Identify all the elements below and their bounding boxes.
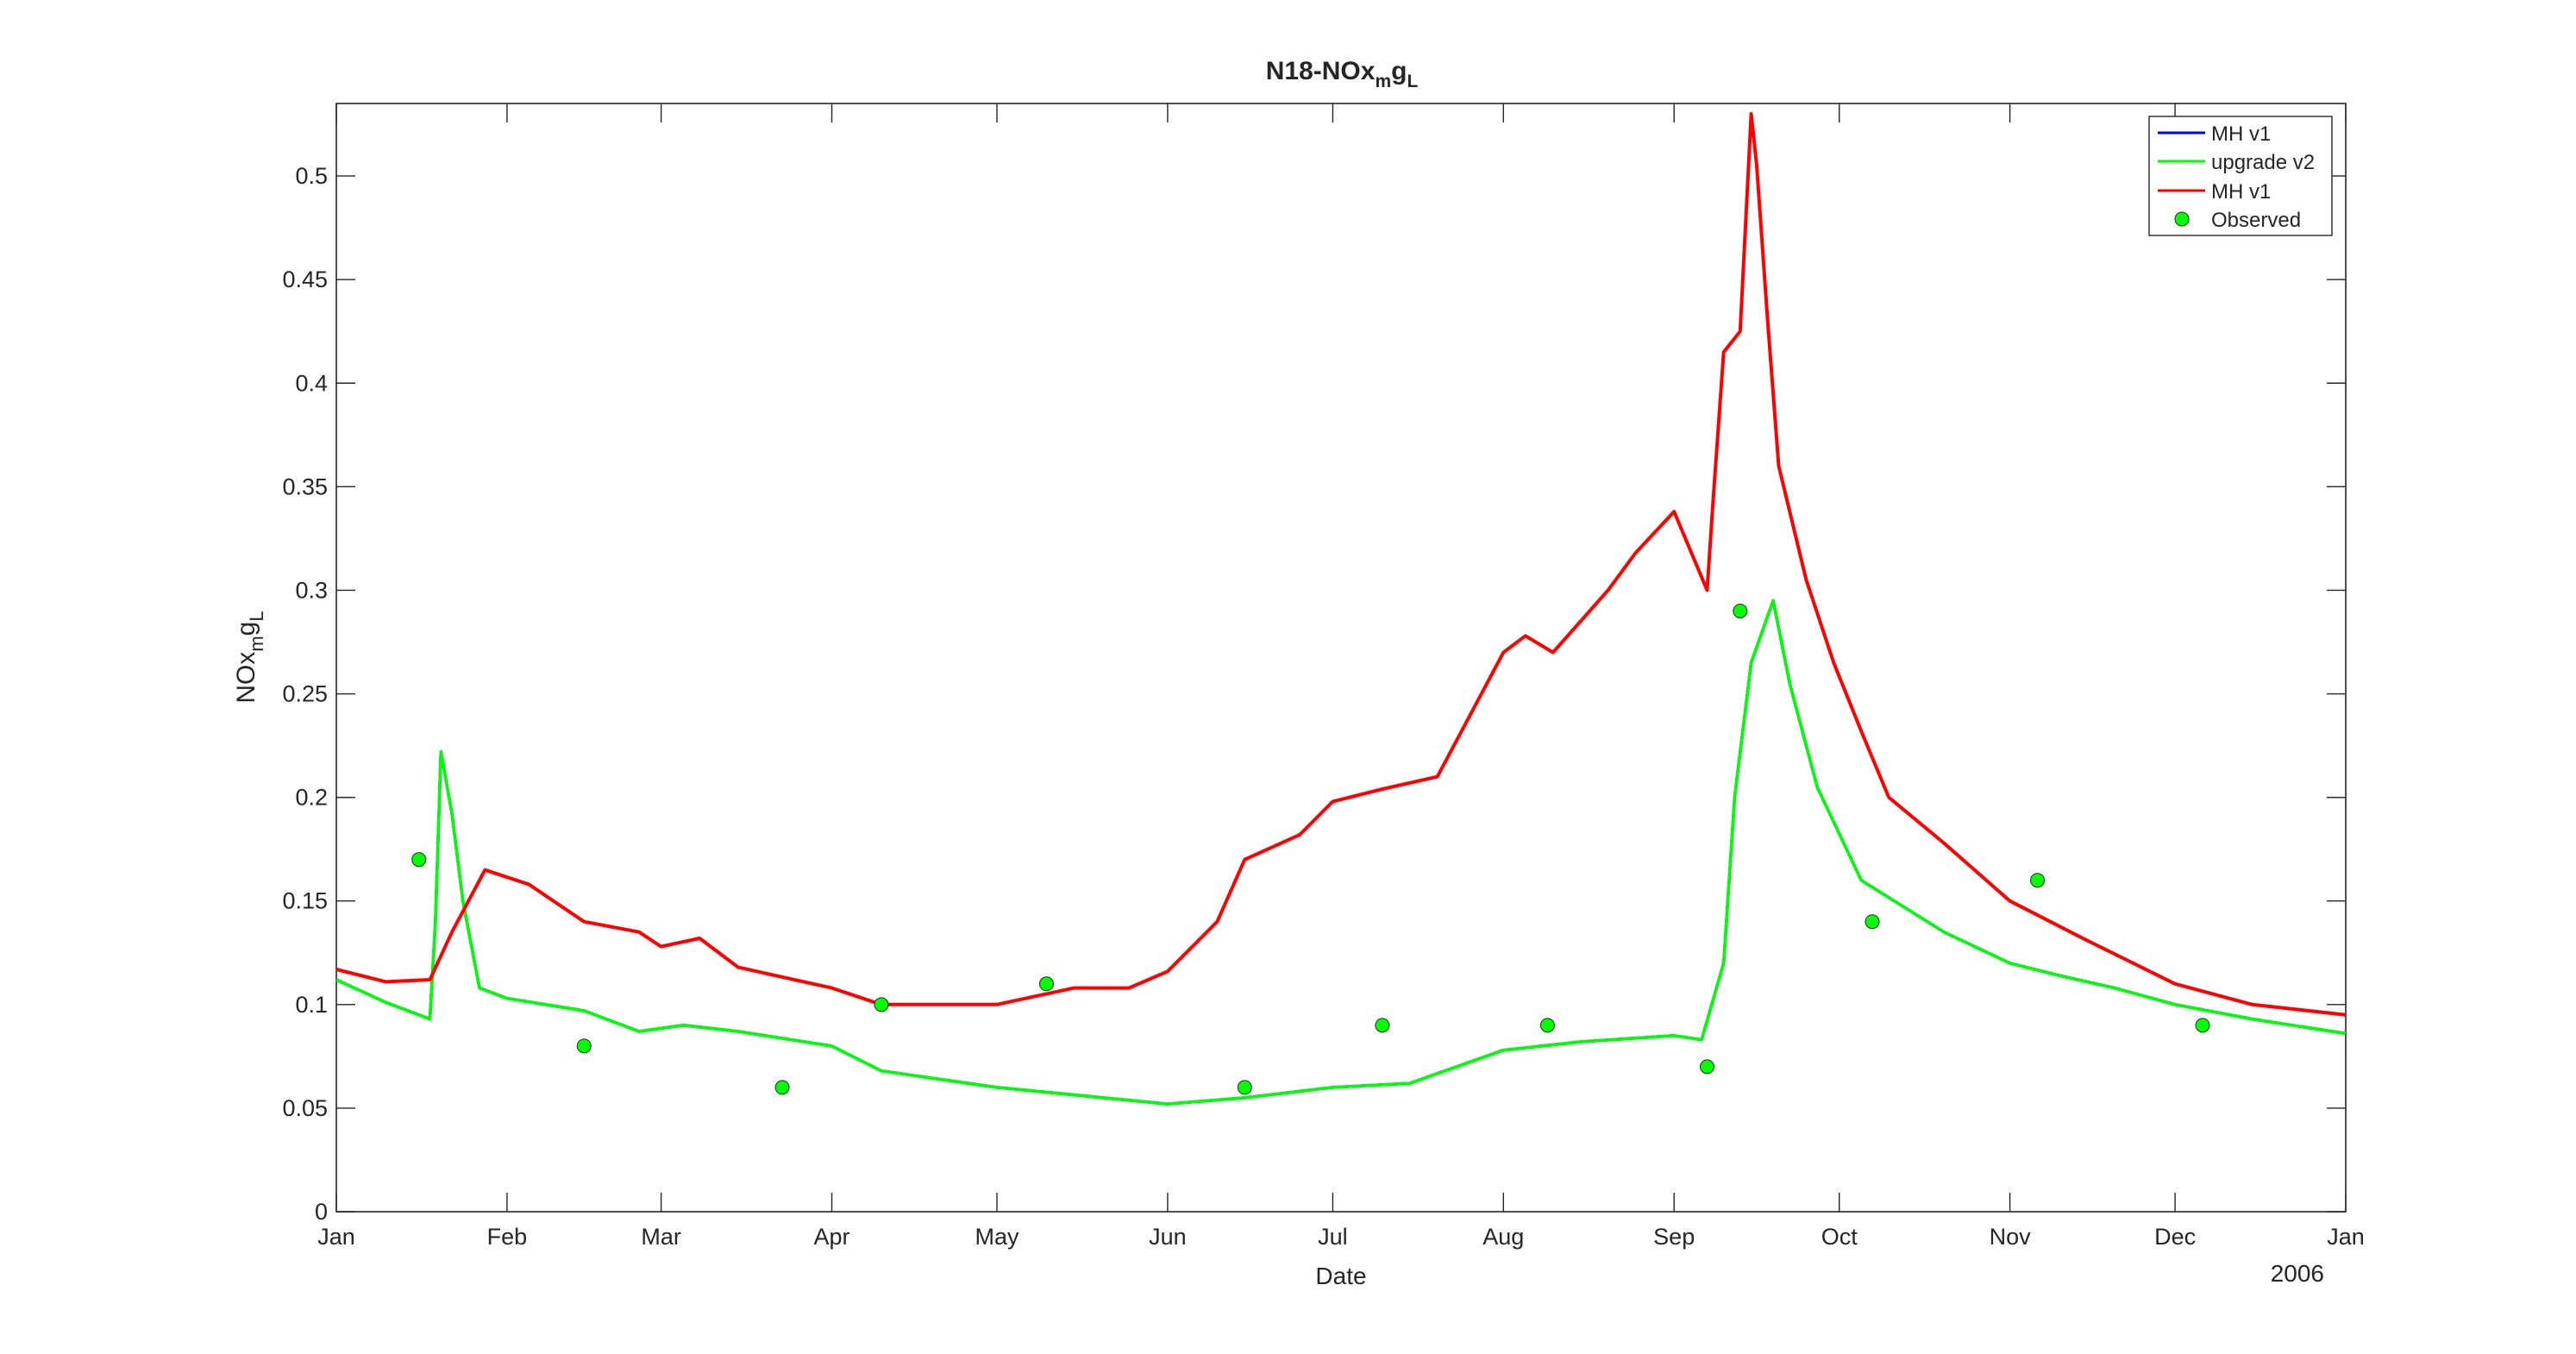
legend-item: upgrade v2	[2158, 151, 2315, 174]
observed-point	[576, 1038, 592, 1054]
x-tick-label: Feb	[487, 1224, 528, 1250]
y-tick-label: 0.4	[295, 370, 328, 396]
observed-point	[1539, 1018, 1555, 1033]
x-axis-label: Date	[1315, 1263, 1366, 1289]
y-tick-label: 0.2	[295, 785, 328, 811]
y-axis-label: NOxmgL	[232, 611, 267, 703]
x-tick-label: Jan	[2327, 1224, 2365, 1250]
y-tick-label: 0.3	[295, 577, 328, 603]
observed-point	[2195, 1018, 2210, 1033]
observed-point	[774, 1080, 790, 1095]
legend: MH v1 upgrade v2 MH v1 Observed	[2148, 116, 2333, 236]
y-tick-label: 0.45	[282, 266, 328, 292]
observed-point	[1038, 976, 1054, 992]
y-tick-label: 0.1	[295, 992, 328, 1018]
observed-point	[1237, 1080, 1252, 1095]
x-tick-label: Jun	[1149, 1224, 1187, 1250]
legend-item: MH v1	[2158, 122, 2271, 146]
chart-title: N18-NOxmgL	[1266, 57, 1419, 91]
series-line-upgrade-v2-1	[335, 599, 2347, 1106]
y-tick-label: 0.5	[295, 163, 328, 189]
series-layer	[335, 112, 2347, 1106]
legend-label: MH v1	[2211, 122, 2271, 146]
series-line-mh-v1-2	[335, 112, 2347, 1017]
observed-point	[1865, 914, 1880, 930]
x-tick-label: Oct	[1821, 1224, 1858, 1250]
x-tick-label: Jul	[1318, 1224, 1348, 1250]
legend-label: upgrade v2	[2211, 151, 2315, 174]
y-tick-label: 0	[315, 1199, 328, 1225]
legend-item: Observed	[2174, 209, 2301, 232]
observed-layer	[411, 603, 2210, 1095]
observed-point	[874, 997, 889, 1012]
legend-label: Observed	[2211, 209, 2301, 232]
year-label: 2006	[2271, 1260, 2324, 1287]
observed-point	[411, 852, 427, 868]
x-tick-label: Jan	[317, 1224, 355, 1250]
x-tick-label: Sep	[1653, 1224, 1695, 1250]
legend-item: MH v1	[2158, 180, 2271, 204]
y-tick-label: 0.35	[282, 473, 328, 499]
observed-point	[1700, 1059, 1715, 1075]
x-tick-label: Dec	[2154, 1224, 2196, 1250]
axis-ticks: Jan Feb Mar Apr May Jun Jul Aug Sep Oct Nov Dec Jan0…	[282, 103, 2365, 1250]
y-tick-label: 0.15	[282, 888, 328, 914]
plot-area	[335, 103, 2347, 1213]
x-tick-label: Aug	[1482, 1224, 1524, 1250]
legend-marker-observed	[2174, 211, 2190, 227]
legend-label: MH v1	[2211, 180, 2271, 204]
x-tick-label: Apr	[814, 1224, 850, 1250]
x-tick-label: Nov	[1990, 1224, 2032, 1250]
observed-point	[2030, 873, 2046, 888]
x-tick-label: May	[975, 1224, 1020, 1250]
observed-point	[1375, 1018, 1390, 1033]
y-tick-label: 0.25	[282, 681, 328, 707]
x-tick-label: Mar	[641, 1224, 681, 1250]
y-tick-label: 0.05	[282, 1095, 328, 1121]
observed-point	[1733, 603, 1748, 618]
